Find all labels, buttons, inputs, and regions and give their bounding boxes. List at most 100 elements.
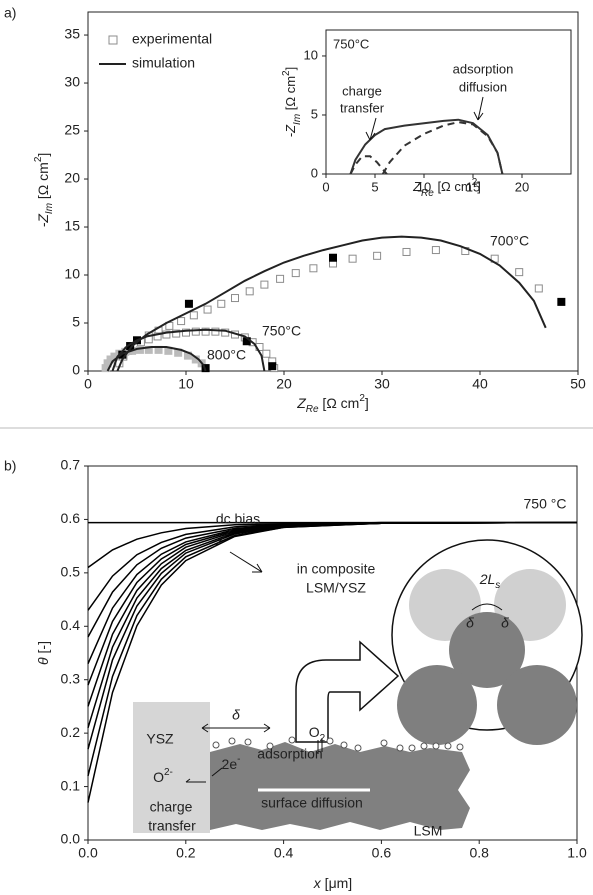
y-axis-label: -ZIm [Ω cm2] [33,153,55,228]
line [111,328,266,372]
marker [431,246,440,255]
annotation-part: 2- [164,767,173,778]
marker [162,330,171,339]
marker [515,268,524,277]
inset-y-axis-label-part: -Z [283,124,298,137]
x-tick-label: 0.0 [78,845,98,861]
y-tick-label: 0 [72,362,80,378]
annotation-part: 2L [479,571,496,587]
x-tick-label: 0.6 [372,845,392,861]
y-tick-label: 25 [64,122,80,138]
annotation: dc bias [216,511,260,527]
line [349,118,504,175]
annotation: δ [466,615,474,631]
annotation: YSZ [146,731,174,747]
inset-y-axis-label-part: Im [292,114,303,125]
delta-arrow [201,723,271,733]
y-tick-label: 5 [311,106,318,121]
x-tick-label: 10 [417,179,431,194]
x-tick-label: 20 [515,179,529,194]
x-tick-label: 30 [374,376,390,392]
x-axis-label-part: [μm] [321,875,352,891]
line [349,155,388,175]
annotation-part: - [237,754,240,765]
marker [373,251,382,260]
y-tick-label: 10 [304,47,318,62]
y-axis-label: θ [-] [35,641,51,665]
x-tick-label: 5 [371,179,378,194]
marker [245,287,254,296]
y-tick-label: 0.5 [61,564,81,580]
y-axis-label-part: [-] [35,641,51,657]
x-tick-label: 10 [178,376,194,392]
y-tick-label: 0.4 [61,617,81,633]
x-axis-label: ZRe [Ω cm2] [296,393,369,415]
marker [260,280,269,289]
pointer-arrow [229,551,263,573]
inset-annotation: 750°C [333,36,369,51]
ion-arrow [185,778,206,783]
y-tick-label: 15 [64,218,80,234]
x-axis-label-part: x [313,875,322,891]
y-tick-label: 0.2 [61,724,81,740]
marker [184,299,193,308]
lsm-particle [397,665,477,745]
inset-pointer [473,96,484,121]
x-tick-label: 40 [472,376,488,392]
annotation: adsorption [257,746,322,762]
annotation: 2e- [222,754,241,772]
legend-label: experimental [132,31,212,47]
marker [182,328,190,337]
annotation-part: O [153,769,164,785]
annotation: δ [232,707,240,723]
inset-x-axis-label: ZRe [Ω cm2] [412,177,481,199]
annotation: surface diffusion [261,795,363,811]
ls-arc [471,603,503,611]
legend-marker [108,35,118,45]
x-tick-label: 0.2 [176,845,196,861]
y-axis-label-part: θ [35,657,51,665]
y-tick-label: 0 [311,165,318,180]
y-axis-label-part: Im [44,203,55,214]
curve [87,521,578,803]
annotation: δ [501,615,509,631]
panel-b: 0.0 0.2 0.4 0.6 0.8 1.0 0.0 0.1 0.2 0.3 0.4 0.5 0.6 0… [4,457,587,891]
x-tick-label: 15 [466,179,480,194]
inset-frame [325,29,572,175]
pointer [215,527,234,546]
inset-y-axis-label-part: 2 [281,70,292,76]
composite-arrow [295,640,400,743]
x-axis-label: x [μm] [313,875,352,891]
inset-pointer [365,117,377,141]
marker [217,299,226,308]
lsm-block [210,742,470,830]
inset-x-axis-label-part: ] [477,179,481,194]
annotation: 2Ls [479,571,501,591]
x-tick-label: 20 [276,376,292,392]
inset-x-axis-label-part: Z [412,179,422,194]
marker [153,332,162,341]
marker [189,311,198,320]
inset-y-axis-label: -ZIm [Ω cm2] [281,67,303,137]
x-tick-label: 0.4 [274,845,294,861]
x-tick-label: 0 [322,179,329,194]
line [116,235,547,372]
line [381,121,504,175]
lsm-particle [449,612,525,688]
annotation: 700°C [490,233,529,249]
marker [172,329,181,338]
annotation-part: O [309,724,320,740]
annotation: O2 [309,724,326,744]
y-tick-label: 0.1 [61,777,81,793]
y-tick-label: 5 [72,314,80,330]
y-tick-label: 10 [64,266,80,282]
x-axis-label-part: 2 [359,393,365,404]
y-tick-label: 0.6 [61,510,81,526]
panel-label: b) [4,458,16,474]
marker [309,264,318,273]
inset-x-axis-label-part: [Ω cm [434,179,472,194]
annotation: 750°C [262,323,301,339]
